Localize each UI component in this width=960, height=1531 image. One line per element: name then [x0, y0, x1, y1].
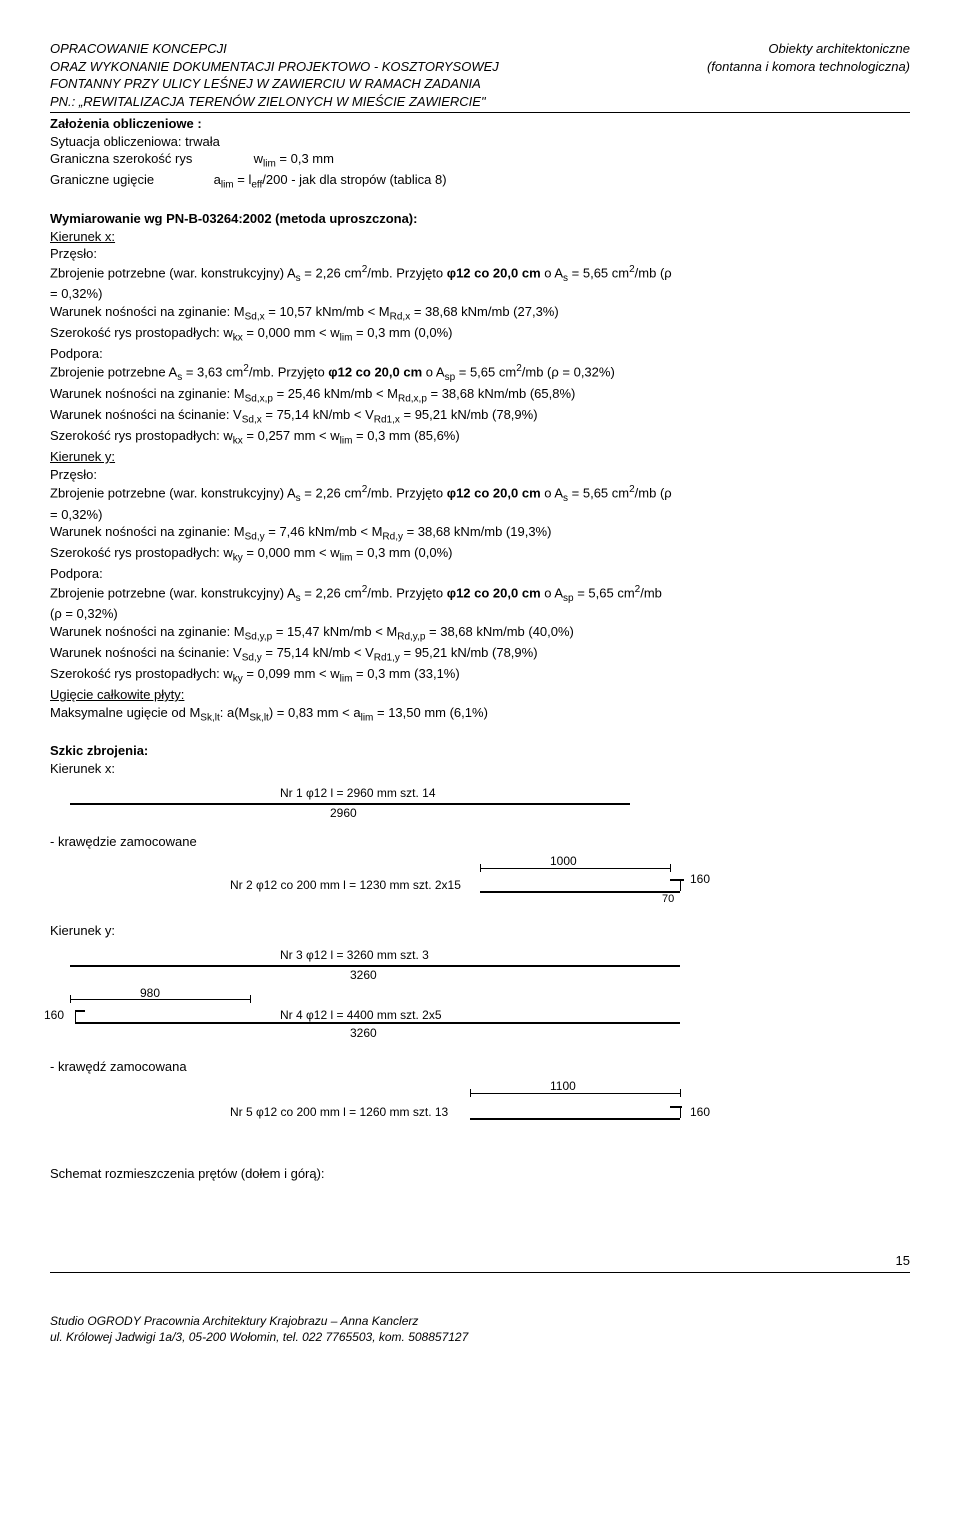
war-yp: Warunek nośności na zginanie: MSd,y,p = …: [50, 623, 910, 644]
dim-title: Wymiarowanie wg PN-B-03264:2002 (metoda …: [50, 210, 910, 228]
hdr-l1: OPRACOWANIE KONCEPCJI: [50, 40, 499, 58]
footer-l1: Studio OGRODY Pracownia Architektury Kra…: [50, 1313, 910, 1329]
hdr-r1: Obiekty architektoniczne: [707, 40, 910, 58]
kier-x: Kierunek x:: [50, 228, 910, 246]
zbr-ysp: Zbrojenie potrzebne (war. konstrukcyjny)…: [50, 583, 910, 605]
zbr-x1: Zbrojenie potrzebne (war. konstrukcyjny)…: [50, 263, 910, 285]
przeslo-x: Przęsło:: [50, 245, 910, 263]
szkic-ky: Kierunek y:: [50, 922, 910, 940]
podpora-x: Podpora:: [50, 345, 910, 363]
rho-y1: = 0,32%): [50, 506, 910, 524]
rho-ysp: (ρ = 0,32%): [50, 605, 910, 623]
footer: Studio OGRODY Pracownia Architektury Kra…: [50, 1313, 910, 1345]
schemat: Schemat rozmieszczenia prętów (dołem i g…: [50, 1165, 910, 1183]
hdr-r2: (fontanna i komora technologiczna): [707, 58, 910, 76]
przeslo-y: Przęsło:: [50, 466, 910, 484]
hdr-l4: PN.: „REWITALIZACJA TERENÓW ZIELONYCH W …: [50, 93, 499, 111]
war-y1: Warunek nośności na zginanie: MSd,y = 7,…: [50, 523, 910, 544]
header-right: Obiekty architektoniczne (fontanna i kom…: [707, 40, 910, 110]
alim-line: Graniczne ugięcie alim = leff/200 - jak …: [50, 171, 910, 192]
page-number: 15: [50, 1252, 910, 1270]
hr-bottom: [50, 1272, 910, 1273]
krawz: - krawędzie zamocowane: [50, 833, 910, 851]
szkic-section: Szkic zbrojenia: Kierunek x: Nr 1 φ12 l …: [50, 742, 910, 1139]
zbr-xp: Zbrojenie potrzebne As = 3,63 cm2/mb. Pr…: [50, 362, 910, 384]
war-xp: Warunek nośności na zginanie: MSd,x,p = …: [50, 385, 910, 406]
szer-x1: Szerokość rys prostopadłych: wkx = 0,000…: [50, 324, 910, 345]
hdr-l3: FONTANNY PRZY ULICY LEŚNEJ W ZAWIERCIU W…: [50, 75, 499, 93]
max-ugiecie: Maksymalne ugięcie od MSk,lt: a(MSk,lt) …: [50, 704, 910, 725]
zbr-y1: Zbrojenie potrzebne (war. konstrukcyjny)…: [50, 483, 910, 505]
hr-top: [50, 112, 910, 113]
footer-l2: ul. Królowej Jadwigi 1a/3, 05-200 Wołomi…: [50, 1329, 910, 1345]
ugiecie-title: Ugięcie całkowite płyty:: [50, 686, 910, 704]
podpora-y: Podpora:: [50, 565, 910, 583]
assumptions: Założenia obliczeniowe : Sytuacja oblicz…: [50, 115, 910, 192]
situation: Sytuacja obliczeniowa: trwała: [50, 133, 910, 151]
header-left: OPRACOWANIE KONCEPCJI ORAZ WYKONANIE DOK…: [50, 40, 499, 110]
szkic-kx: Kierunek x:: [50, 760, 910, 778]
war-vy: Warunek nośności na ścinanie: VSd,y = 75…: [50, 644, 910, 665]
diagram-nr4: 980 160 Nr 4 φ12 l = 4400 mm szt. 2x5 32…: [50, 995, 910, 1050]
kier-y: Kierunek y:: [50, 448, 910, 466]
hdr-l2: ORAZ WYKONANIE DOKUMENTACJI PROJEKTOWO -…: [50, 58, 499, 76]
diagram-nr3: Nr 3 φ12 l = 3260 mm szt. 3 3260: [50, 947, 910, 987]
szer-y1: Szerokość rys prostopadłych: wky = 0,000…: [50, 544, 910, 565]
szer-x2: Szerokość rys prostopadłych: wkx = 0,257…: [50, 427, 910, 448]
war-vx: Warunek nośności na ścinanie: VSd,x = 75…: [50, 406, 910, 427]
szer-y2: Szerokość rys prostopadłych: wky = 0,099…: [50, 665, 910, 686]
assump-title: Założenia obliczeniowe :: [50, 115, 910, 133]
war-x1: Warunek nośności na zginanie: MSd,x = 10…: [50, 303, 910, 324]
wlim-line: Graniczna szerokość rys wlim = 0,3 mm: [50, 150, 910, 171]
diagram-nr1: Nr 1 φ12 l = 2960 mm szt. 14 2960: [50, 785, 910, 825]
dimensioning: Wymiarowanie wg PN-B-03264:2002 (metoda …: [50, 210, 910, 725]
szkic-title: Szkic zbrojenia:: [50, 742, 910, 760]
diagram-nr2: 1000 Nr 2 φ12 co 200 mm l = 1230 mm szt.…: [50, 859, 910, 914]
rho-x1: = 0,32%): [50, 285, 910, 303]
diagram-nr5: 1100 Nr 5 φ12 co 200 mm l = 1260 mm szt.…: [50, 1084, 910, 1139]
kraw1: - krawędź zamocowana: [50, 1058, 910, 1076]
